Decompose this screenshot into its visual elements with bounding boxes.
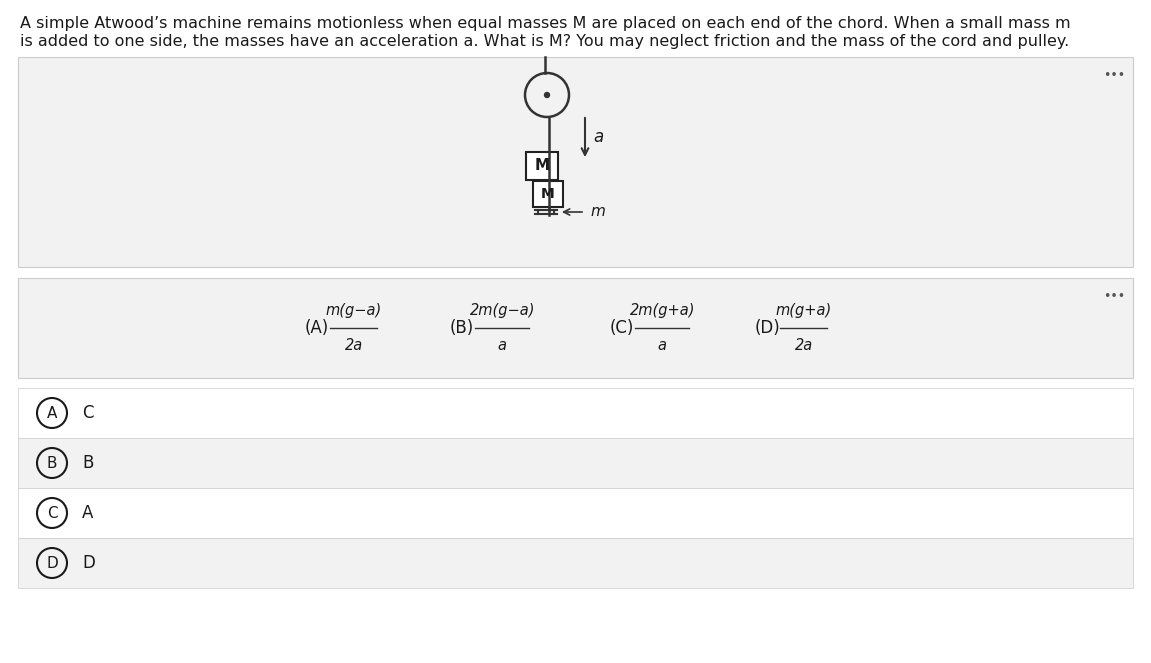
Bar xyxy=(526,152,558,180)
Text: 2a: 2a xyxy=(795,338,813,353)
Text: 2a: 2a xyxy=(345,338,363,353)
Text: (D): (D) xyxy=(755,319,780,337)
Bar xyxy=(18,438,1133,488)
Text: A simple Atwood’s machine remains motionless when equal masses M are placed on e: A simple Atwood’s machine remains motion… xyxy=(20,16,1070,31)
Bar xyxy=(18,57,1133,267)
Bar xyxy=(18,278,1133,378)
Text: B: B xyxy=(82,454,93,472)
Text: m(g−a): m(g−a) xyxy=(326,303,382,318)
Text: (B): (B) xyxy=(450,319,474,337)
Bar xyxy=(18,538,1133,588)
Text: M: M xyxy=(541,187,555,201)
Circle shape xyxy=(544,93,549,97)
Text: D: D xyxy=(82,554,94,572)
Text: 2m(g+a): 2m(g+a) xyxy=(630,303,695,318)
Text: D: D xyxy=(46,556,58,570)
Bar xyxy=(533,181,563,207)
Text: •••: ••• xyxy=(1103,290,1125,303)
Text: (C): (C) xyxy=(610,319,634,337)
Text: C: C xyxy=(47,505,58,520)
Text: a: a xyxy=(593,129,603,147)
Text: B: B xyxy=(47,455,58,471)
Text: A: A xyxy=(47,406,58,420)
Text: a: a xyxy=(658,338,666,353)
Text: (A): (A) xyxy=(305,319,329,337)
Bar xyxy=(18,388,1133,438)
Text: a: a xyxy=(497,338,506,353)
Text: is added to one side, the masses have an acceleration a. What is M? You may negl: is added to one side, the masses have an… xyxy=(20,34,1069,49)
Text: C: C xyxy=(82,404,93,422)
Text: •••: ••• xyxy=(1103,69,1125,82)
Text: m(g+a): m(g+a) xyxy=(776,303,832,318)
Bar xyxy=(18,488,1133,538)
Text: 2m(g−a): 2m(g−a) xyxy=(470,303,535,318)
Text: M: M xyxy=(534,158,549,174)
Text: m: m xyxy=(590,204,605,219)
Text: A: A xyxy=(82,504,93,522)
